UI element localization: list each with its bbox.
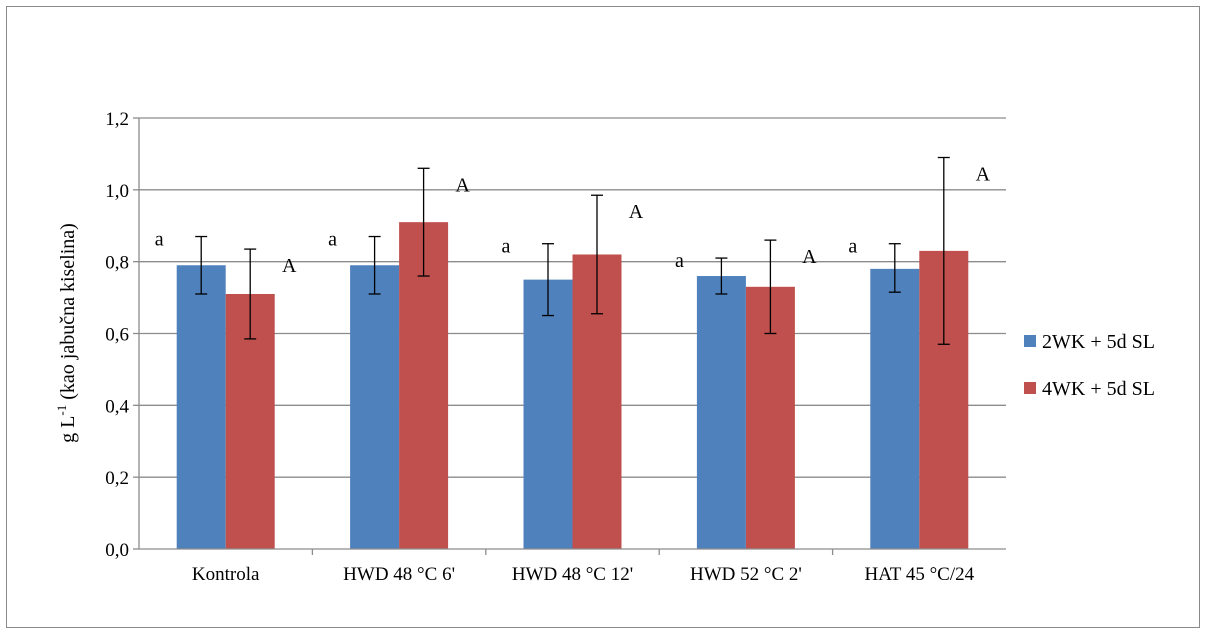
significance-label: A xyxy=(455,174,470,196)
significance-label: A xyxy=(976,164,991,186)
y-tick-label: 0,0 xyxy=(105,540,129,561)
legend-label: 2WK + 5d SL xyxy=(1042,331,1155,353)
significance-label: a xyxy=(328,229,337,251)
y-tick-label: 0,2 xyxy=(105,468,129,489)
y-tick-label: 1,2 xyxy=(105,109,129,130)
bar xyxy=(696,276,746,549)
y-tick-label: 0,6 xyxy=(105,325,129,346)
x-tick-label: HWD 52 °C 2' xyxy=(690,564,802,585)
y-tick-label: 0,4 xyxy=(105,396,129,417)
legend-swatch xyxy=(1024,335,1036,347)
x-tick-label: HAT 45 °C/24 xyxy=(864,564,974,585)
bars xyxy=(176,222,969,550)
legend: 2WK + 5d SL 4WK + 5d SL xyxy=(1024,331,1155,400)
significance-label: a xyxy=(502,236,511,258)
y-axis-tick-labels: 0,0 0,2 0,4 0,6 0,8 1,0 1,2 xyxy=(105,109,129,561)
significance-label: A xyxy=(802,246,817,268)
bar xyxy=(870,268,920,549)
bar xyxy=(350,265,400,549)
y-tick-label: 1,0 xyxy=(105,181,129,202)
error-bars xyxy=(195,156,950,345)
bar xyxy=(523,279,573,549)
x-tick-label: HWD 48 °C 12' xyxy=(512,564,633,585)
y-tick-label: 0,8 xyxy=(105,253,129,274)
significance-label: a xyxy=(155,229,164,251)
significance-label: a xyxy=(848,236,857,258)
significance-label: A xyxy=(282,255,297,277)
legend-label: 4WK + 5d SL xyxy=(1042,378,1155,400)
significance-label: A xyxy=(629,201,644,223)
x-tick-label: Kontrola xyxy=(192,564,260,585)
legend-swatch xyxy=(1024,382,1036,394)
x-axis-tick-labels: Kontrola HWD 48 °C 6' HWD 48 °C 12' HWD 52 … xyxy=(192,564,975,585)
bar xyxy=(176,265,226,549)
y-axis-label: g L-1 (kao jabučna kiselina) xyxy=(54,223,79,443)
x-tick-label: HWD 48 °C 6' xyxy=(343,564,455,585)
significance-label: a xyxy=(675,250,684,272)
axes xyxy=(138,118,1006,550)
